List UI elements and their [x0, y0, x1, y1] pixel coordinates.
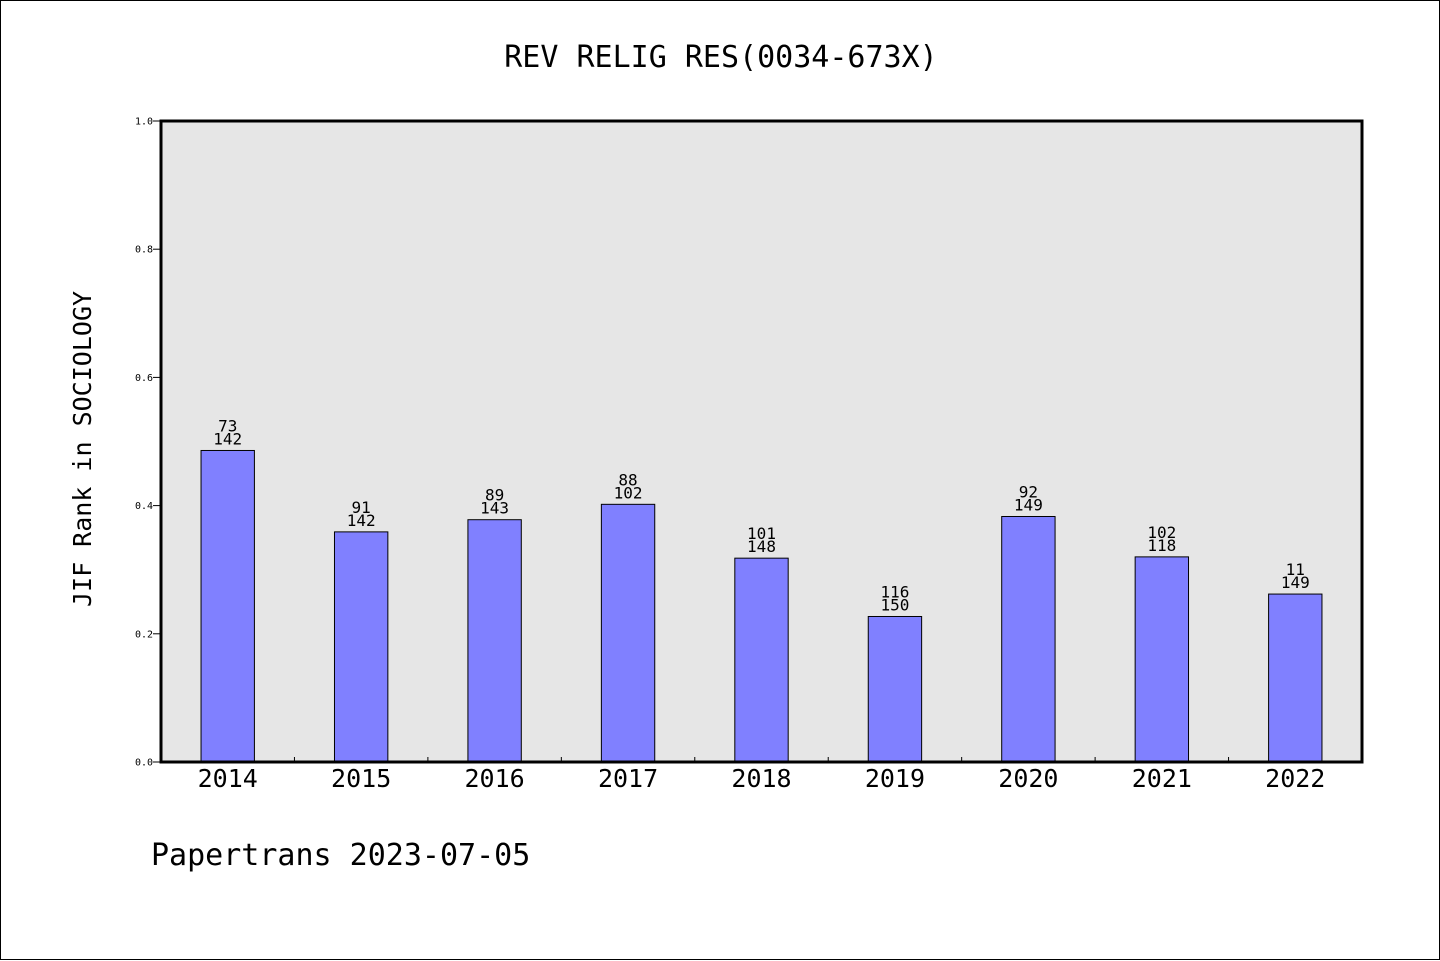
bar-labels: 7314291142891438810210114811615092149102…: [213, 416, 1309, 614]
bars: [200, 449, 1323, 763]
x-tick-label: 2015: [331, 764, 391, 793]
x-tick-label: 2018: [731, 764, 791, 793]
bar-2016: [467, 519, 522, 763]
bar-rank-label: 116: [880, 582, 909, 601]
y-tick-label: 0.8: [135, 245, 153, 256]
bar-total-label: 143: [480, 499, 509, 518]
bar-2017: [600, 503, 656, 763]
y-axis-ticks: 0.0 0.2 0.4 0.6 0.8 1.0: [135, 117, 161, 769]
bar-total-label: 118: [1147, 536, 1176, 555]
bar-total-label: 150: [880, 595, 909, 614]
x-tick-label: 2016: [465, 764, 525, 793]
bar-rank-label: 73: [218, 416, 237, 435]
bar-total-label: 149: [1014, 495, 1043, 514]
x-axis-ticks: 2014 2015 2016 2017 2018 2019 2020 2021 2022: [198, 757, 1325, 793]
bar-total-label: 148: [747, 537, 776, 556]
bar-2019: [867, 615, 923, 763]
x-tick-label: 2021: [1132, 764, 1192, 793]
bar-2015: [333, 531, 389, 763]
bar-rank-label: 91: [352, 498, 371, 517]
bar-rank-label: 88: [618, 470, 637, 489]
bar-total-label: 142: [213, 429, 242, 448]
bar-total-label: 149: [1281, 573, 1310, 592]
plot-frame: [159, 119, 1364, 764]
footer-stamp: Papertrans 2023-07-05: [151, 838, 530, 873]
y-tick-label: 0.2: [135, 629, 153, 640]
bar-total-label: 142: [347, 511, 376, 530]
y-tick-label: 0.6: [135, 373, 153, 384]
x-tick-label: 2020: [998, 764, 1058, 793]
bar-2018: [734, 557, 789, 763]
x-tick-label: 2019: [865, 764, 925, 793]
x-tick-label: 2017: [598, 764, 658, 793]
bar-rank-label: 11: [1286, 560, 1305, 579]
bar-2021: [1134, 556, 1190, 763]
y-tick-label: 0.0: [135, 758, 153, 769]
y-tick-label: 1.0: [135, 117, 153, 128]
x-tick-label: 2014: [198, 764, 258, 793]
bar-2022: [1268, 593, 1323, 763]
bar-rank-label: 92: [1019, 482, 1038, 501]
bar-rank-label: 102: [1147, 523, 1176, 542]
y-axis-label: JIF Rank in SOCIOLOGY: [68, 291, 97, 607]
chart-title: REV RELIG RES(0034-673X): [504, 40, 937, 75]
bar-2014: [200, 449, 255, 763]
x-tick-label: 2022: [1265, 764, 1325, 793]
y-tick-label: 0.4: [135, 501, 153, 512]
bar-rank-label: 101: [747, 524, 776, 543]
bar-rank-label: 89: [485, 486, 504, 505]
bar-total-label: 102: [614, 483, 643, 502]
bar-2020: [1001, 515, 1056, 763]
